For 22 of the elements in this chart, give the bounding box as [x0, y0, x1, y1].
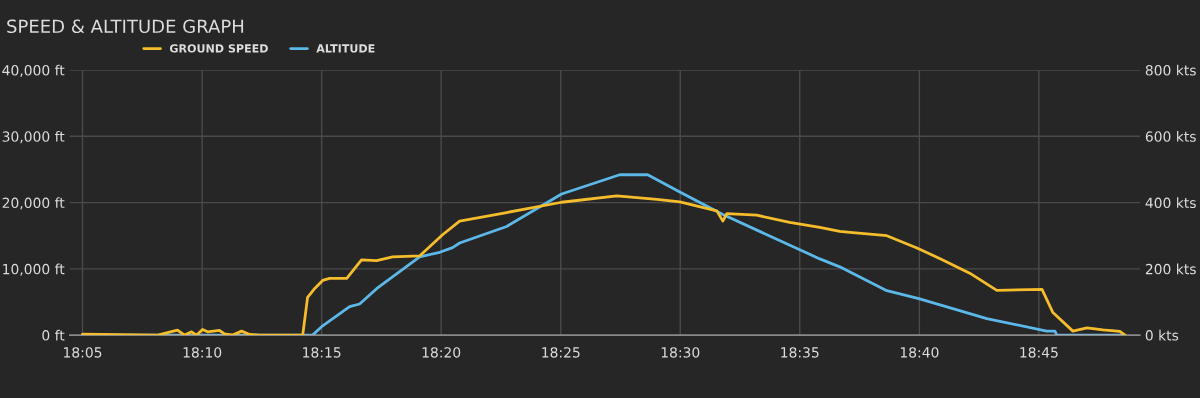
y-tick-label: 0 ft: [42, 329, 65, 341]
y2-tick-label: 200 kts: [1145, 263, 1196, 275]
x-tick-label: 18:20: [422, 347, 461, 358]
y2-tick-label: 0 kts: [1145, 329, 1179, 341]
x-tick-label: 18:35: [781, 347, 819, 358]
legend-label: ALTITUDE: [316, 44, 375, 53]
x-tick-label: 18:05: [64, 347, 102, 358]
chart-title: SPEED & ALTITUDE GRAPH: [7, 19, 244, 34]
x-tick-label: 18:30: [661, 347, 700, 358]
y2-tick-label: 400 kts: [1145, 197, 1196, 209]
y-tick-label: 10,000 ft: [3, 263, 65, 276]
x-tick-label: 18:25: [542, 347, 580, 358]
y-tick-label: 30,000 ft: [2, 131, 65, 144]
legend-label: GROUND SPEED: [169, 44, 268, 53]
x-tick-label: 18:40: [900, 347, 939, 358]
x-tick-label: 18:15: [303, 347, 341, 358]
y-tick-label: 40,000 ft: [2, 64, 65, 77]
y2-tick-label: 800 kts: [1145, 64, 1196, 76]
x-tick-label: 18:10: [183, 347, 222, 358]
x-tick-label: 18:45: [1020, 347, 1058, 358]
y-tick-label: 20,000 ft: [2, 197, 65, 210]
y2-tick-label: 600 kts: [1145, 131, 1196, 142]
